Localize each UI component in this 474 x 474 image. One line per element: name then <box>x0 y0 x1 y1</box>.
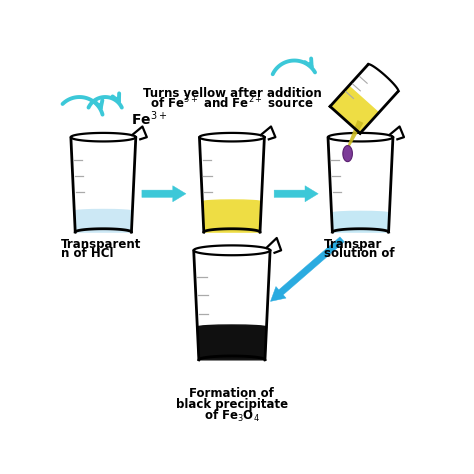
Ellipse shape <box>74 210 132 213</box>
Text: Formation of: Formation of <box>190 386 274 400</box>
Polygon shape <box>274 186 318 202</box>
Ellipse shape <box>197 325 266 329</box>
Text: solution of: solution of <box>324 247 394 261</box>
Text: Transpar: Transpar <box>324 238 382 251</box>
Ellipse shape <box>202 200 261 203</box>
Polygon shape <box>343 146 352 162</box>
Text: of Fe$_3$O$_4$: of Fe$_3$O$_4$ <box>204 408 260 424</box>
Ellipse shape <box>331 211 390 215</box>
Polygon shape <box>142 186 186 202</box>
Polygon shape <box>330 85 379 133</box>
Text: n of HCl: n of HCl <box>61 247 114 261</box>
Text: of Fe$^{3+}$ and Fe$^{2+}$ source: of Fe$^{3+}$ and Fe$^{2+}$ source <box>150 94 314 111</box>
Polygon shape <box>271 237 344 301</box>
Polygon shape <box>202 202 261 232</box>
Polygon shape <box>330 64 398 133</box>
Text: Fe$^{3+}$: Fe$^{3+}$ <box>131 109 167 128</box>
Text: Transparent: Transparent <box>61 238 141 251</box>
Polygon shape <box>74 211 132 232</box>
Polygon shape <box>197 327 266 360</box>
Polygon shape <box>331 213 390 232</box>
Polygon shape <box>346 120 364 148</box>
Text: black precipitate: black precipitate <box>176 398 288 411</box>
Text: Turns yellow after addition: Turns yellow after addition <box>143 87 321 100</box>
